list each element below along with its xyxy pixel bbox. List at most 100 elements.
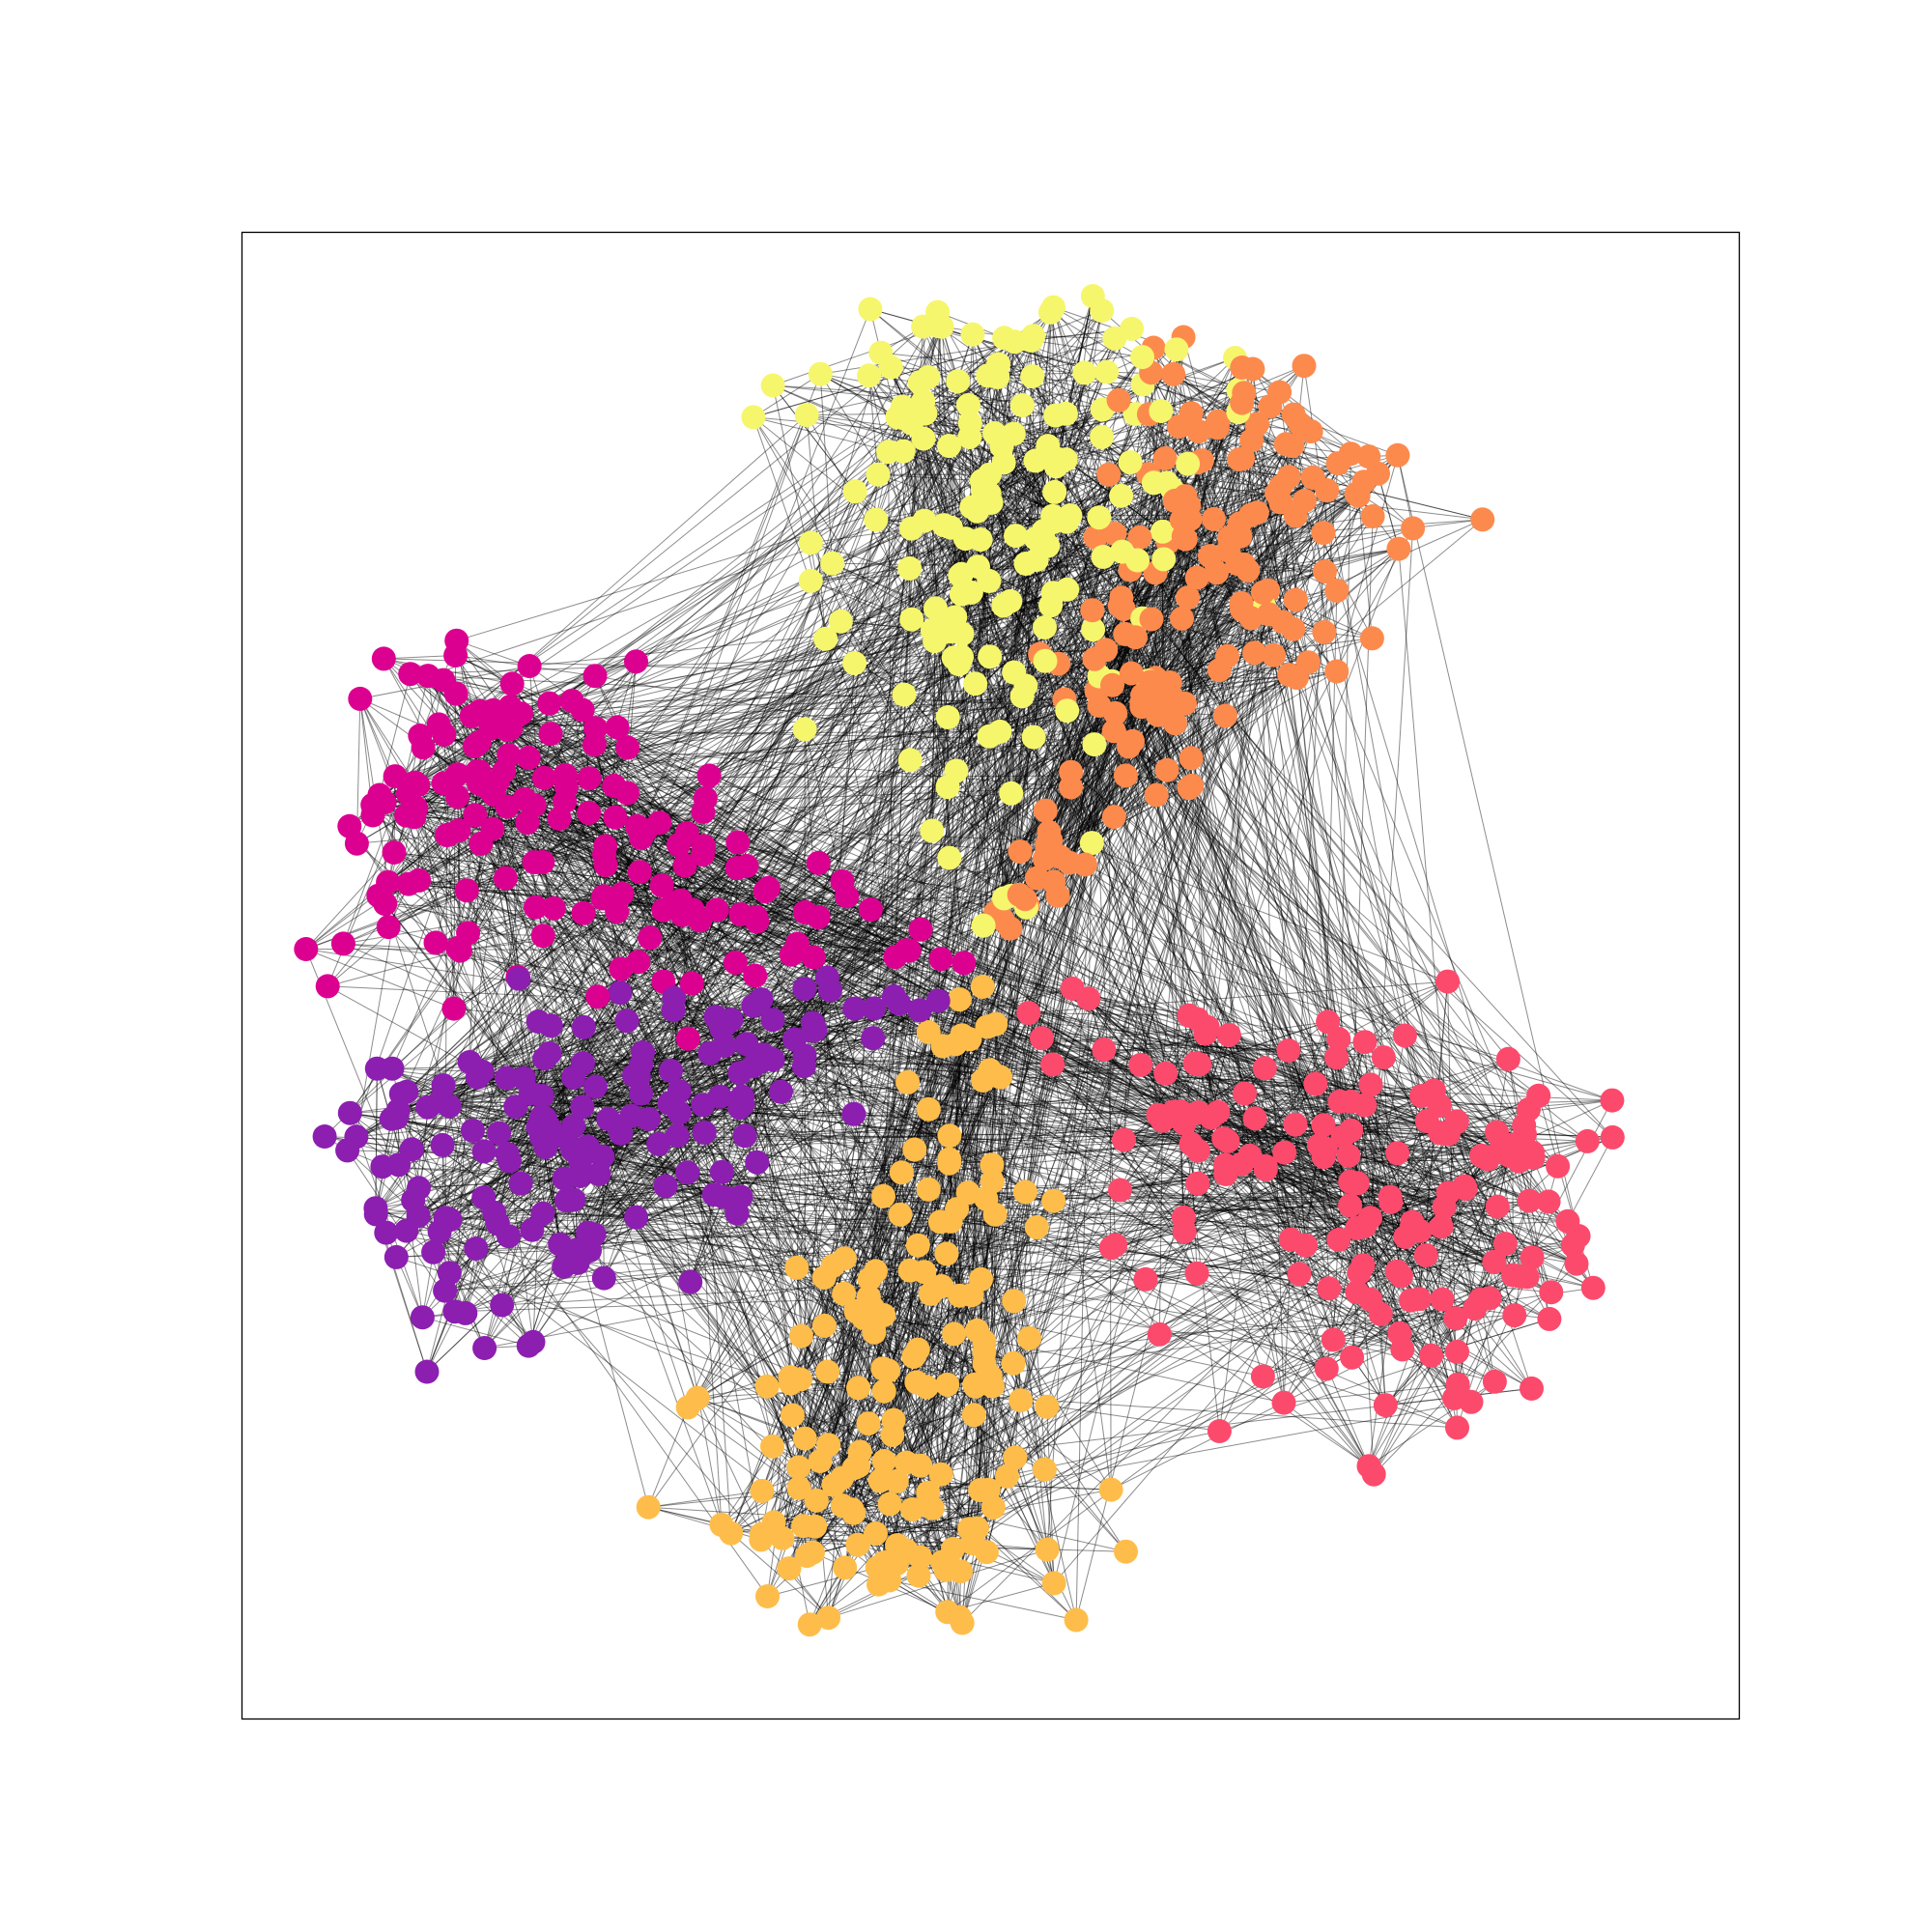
edge: [668, 1102, 1530, 1202]
edge: [477, 782, 642, 1065]
edge: [393, 852, 1427, 1256]
edge: [909, 759, 1449, 1194]
edge: [868, 375, 1185, 1124]
edge: [828, 1545, 859, 1618]
edge: [460, 920, 700, 952]
edge: [789, 1244, 1306, 1378]
edge: [907, 1082, 1048, 1407]
edge: [647, 1119, 859, 1546]
edge: [1199, 1064, 1432, 1356]
edge: [387, 881, 774, 1061]
edge: [1009, 653, 1041, 929]
edge: [426, 1151, 485, 1373]
edge: [1243, 392, 1340, 1039]
edge: [973, 661, 1046, 1544]
edge: [517, 976, 689, 1039]
edge: [854, 491, 1230, 1036]
edge: [772, 956, 814, 1060]
edge: [1047, 338, 1116, 446]
edge: [827, 1221, 952, 1373]
edge: [873, 1076, 1002, 1333]
edge: [1184, 486, 1281, 497]
edge: [1088, 677, 1156, 999]
edge: [1055, 296, 1094, 416]
edge: [659, 822, 1365, 1106]
edge: [812, 340, 1032, 1553]
edge: [375, 1208, 477, 1249]
edge: [406, 365, 1305, 1232]
edge: [510, 631, 1324, 729]
edge: [1012, 433, 1358, 1184]
edge: [1055, 296, 1094, 467]
edge: [1105, 649, 1297, 679]
edge: [1197, 1182, 1327, 1370]
edge: [742, 1095, 1403, 1350]
edge: [833, 1026, 988, 1486]
edge: [923, 520, 1005, 899]
edge: [412, 1200, 1300, 1275]
edge: [995, 912, 1402, 1277]
edge: [1043, 548, 1400, 1470]
edge: [507, 729, 769, 889]
edge: [687, 1032, 929, 1408]
edge: [501, 1220, 952, 1306]
edge: [767, 542, 1169, 1597]
edge: [875, 327, 1132, 521]
edge: [687, 657, 954, 1039]
edge: [828, 1163, 951, 1445]
edge: [823, 559, 1037, 1278]
edge: [1257, 423, 1305, 501]
edge: [587, 1171, 723, 1234]
edge: [1053, 306, 1327, 1370]
edge: [1280, 486, 1428, 1122]
edge: [875, 1457, 1016, 1534]
edge: [999, 731, 1398, 1154]
edge: [1049, 312, 1066, 414]
edge: [668, 491, 856, 1104]
edge: [406, 814, 1037, 879]
edge: [1009, 927, 1324, 1126]
edge: [1024, 898, 1360, 1274]
edge: [385, 867, 738, 1234]
edge: [493, 794, 991, 1071]
edge: [1001, 413, 1136, 447]
edge: [818, 862, 1569, 1222]
edge: [772, 384, 952, 1222]
edge: [376, 1068, 414, 1201]
edge: [468, 932, 544, 937]
edge: [603, 639, 827, 1279]
edge: [1183, 1121, 1458, 1218]
edge: [387, 558, 1164, 928]
edge: [1068, 538, 1186, 864]
edge: [661, 885, 922, 1558]
edge: [1194, 1063, 1286, 1153]
edge: [356, 835, 447, 844]
edge: [772, 384, 856, 493]
edge: [1140, 1057, 1337, 1065]
edge: [1041, 1037, 1159, 1116]
edge: [553, 727, 596, 909]
edge: [1350, 1105, 1366, 1182]
edge: [1025, 340, 1032, 908]
edge: [882, 1293, 931, 1369]
edge: [810, 527, 912, 544]
edge: [1065, 413, 1068, 590]
edge: [923, 438, 1514, 1276]
edge: [869, 1238, 1292, 1280]
edge: [772, 384, 856, 493]
edge: [1228, 1035, 1307, 1246]
edge: [327, 437, 971, 987]
edge: [810, 542, 1027, 908]
edge: [902, 450, 925, 522]
edge: [1014, 664, 1060, 1458]
edge: [854, 1387, 1532, 1469]
edge: [465, 1113, 855, 1314]
edge: [876, 1196, 1391, 1569]
edge: [537, 1021, 723, 1525]
edge: [648, 1506, 723, 1525]
edge: [542, 785, 615, 863]
edge: [444, 1249, 578, 1292]
edge: [1283, 1339, 1334, 1404]
edge: [1162, 531, 1292, 1240]
edge: [375, 1068, 378, 1208]
